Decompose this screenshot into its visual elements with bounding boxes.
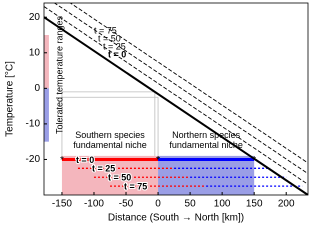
shift-marker: * [60,155,64,166]
shift-marker: * [156,155,160,166]
niche-label: Northern species fundamental niche [169,130,243,150]
shift-label: t = 0 [76,155,94,165]
shift-label: t = 25 [92,164,115,174]
y-tick-label: 0 [34,83,40,94]
series-label: t = 25 [103,41,126,51]
x-tick-label: 200 [278,199,295,210]
shift-label: t = 50 [108,173,131,183]
tolerated-label: Tolerated temperature ranges [54,15,64,134]
tolerated-range [44,35,49,89]
shift-label: t = 75 [124,181,147,191]
y-axis-label: Temperature [°C] [5,61,16,137]
series-label: t = 0 [108,49,126,59]
x-axis-label: Distance (South → North [km]) [108,213,244,224]
series-line [69,3,308,164]
x-tick-label: 0 [155,199,161,210]
x-tick-label: 100 [214,199,231,210]
niche [158,155,255,195]
series-line [44,16,308,195]
niche [61,155,159,195]
plot-frame [43,2,309,196]
y-tick-label: -20 [26,154,41,165]
x-tick-label: 150 [246,199,263,210]
shift-marker: * [252,155,256,166]
x-tick-label: -150 [52,199,72,210]
x-tick-label: 50 [185,199,197,210]
plot-area: Southern species fundamental niche Norther… [44,3,308,195]
series-line [44,6,308,185]
series-label: t = 50 [98,33,121,43]
series-label: t = 75 [94,25,117,35]
tolerated-range [44,88,49,142]
x-tick-label: -100 [84,199,104,210]
series-line [53,3,308,175]
x-tick-label: -50 [119,199,134,210]
y-tick-label: 20 [29,12,41,23]
niche-label: Southern species fundamental niche [73,130,147,150]
y-tick-label: 10 [29,47,41,58]
y-tick-label: -10 [26,119,41,130]
chart: Temperature [°C] Distance (South → North… [5,2,309,224]
